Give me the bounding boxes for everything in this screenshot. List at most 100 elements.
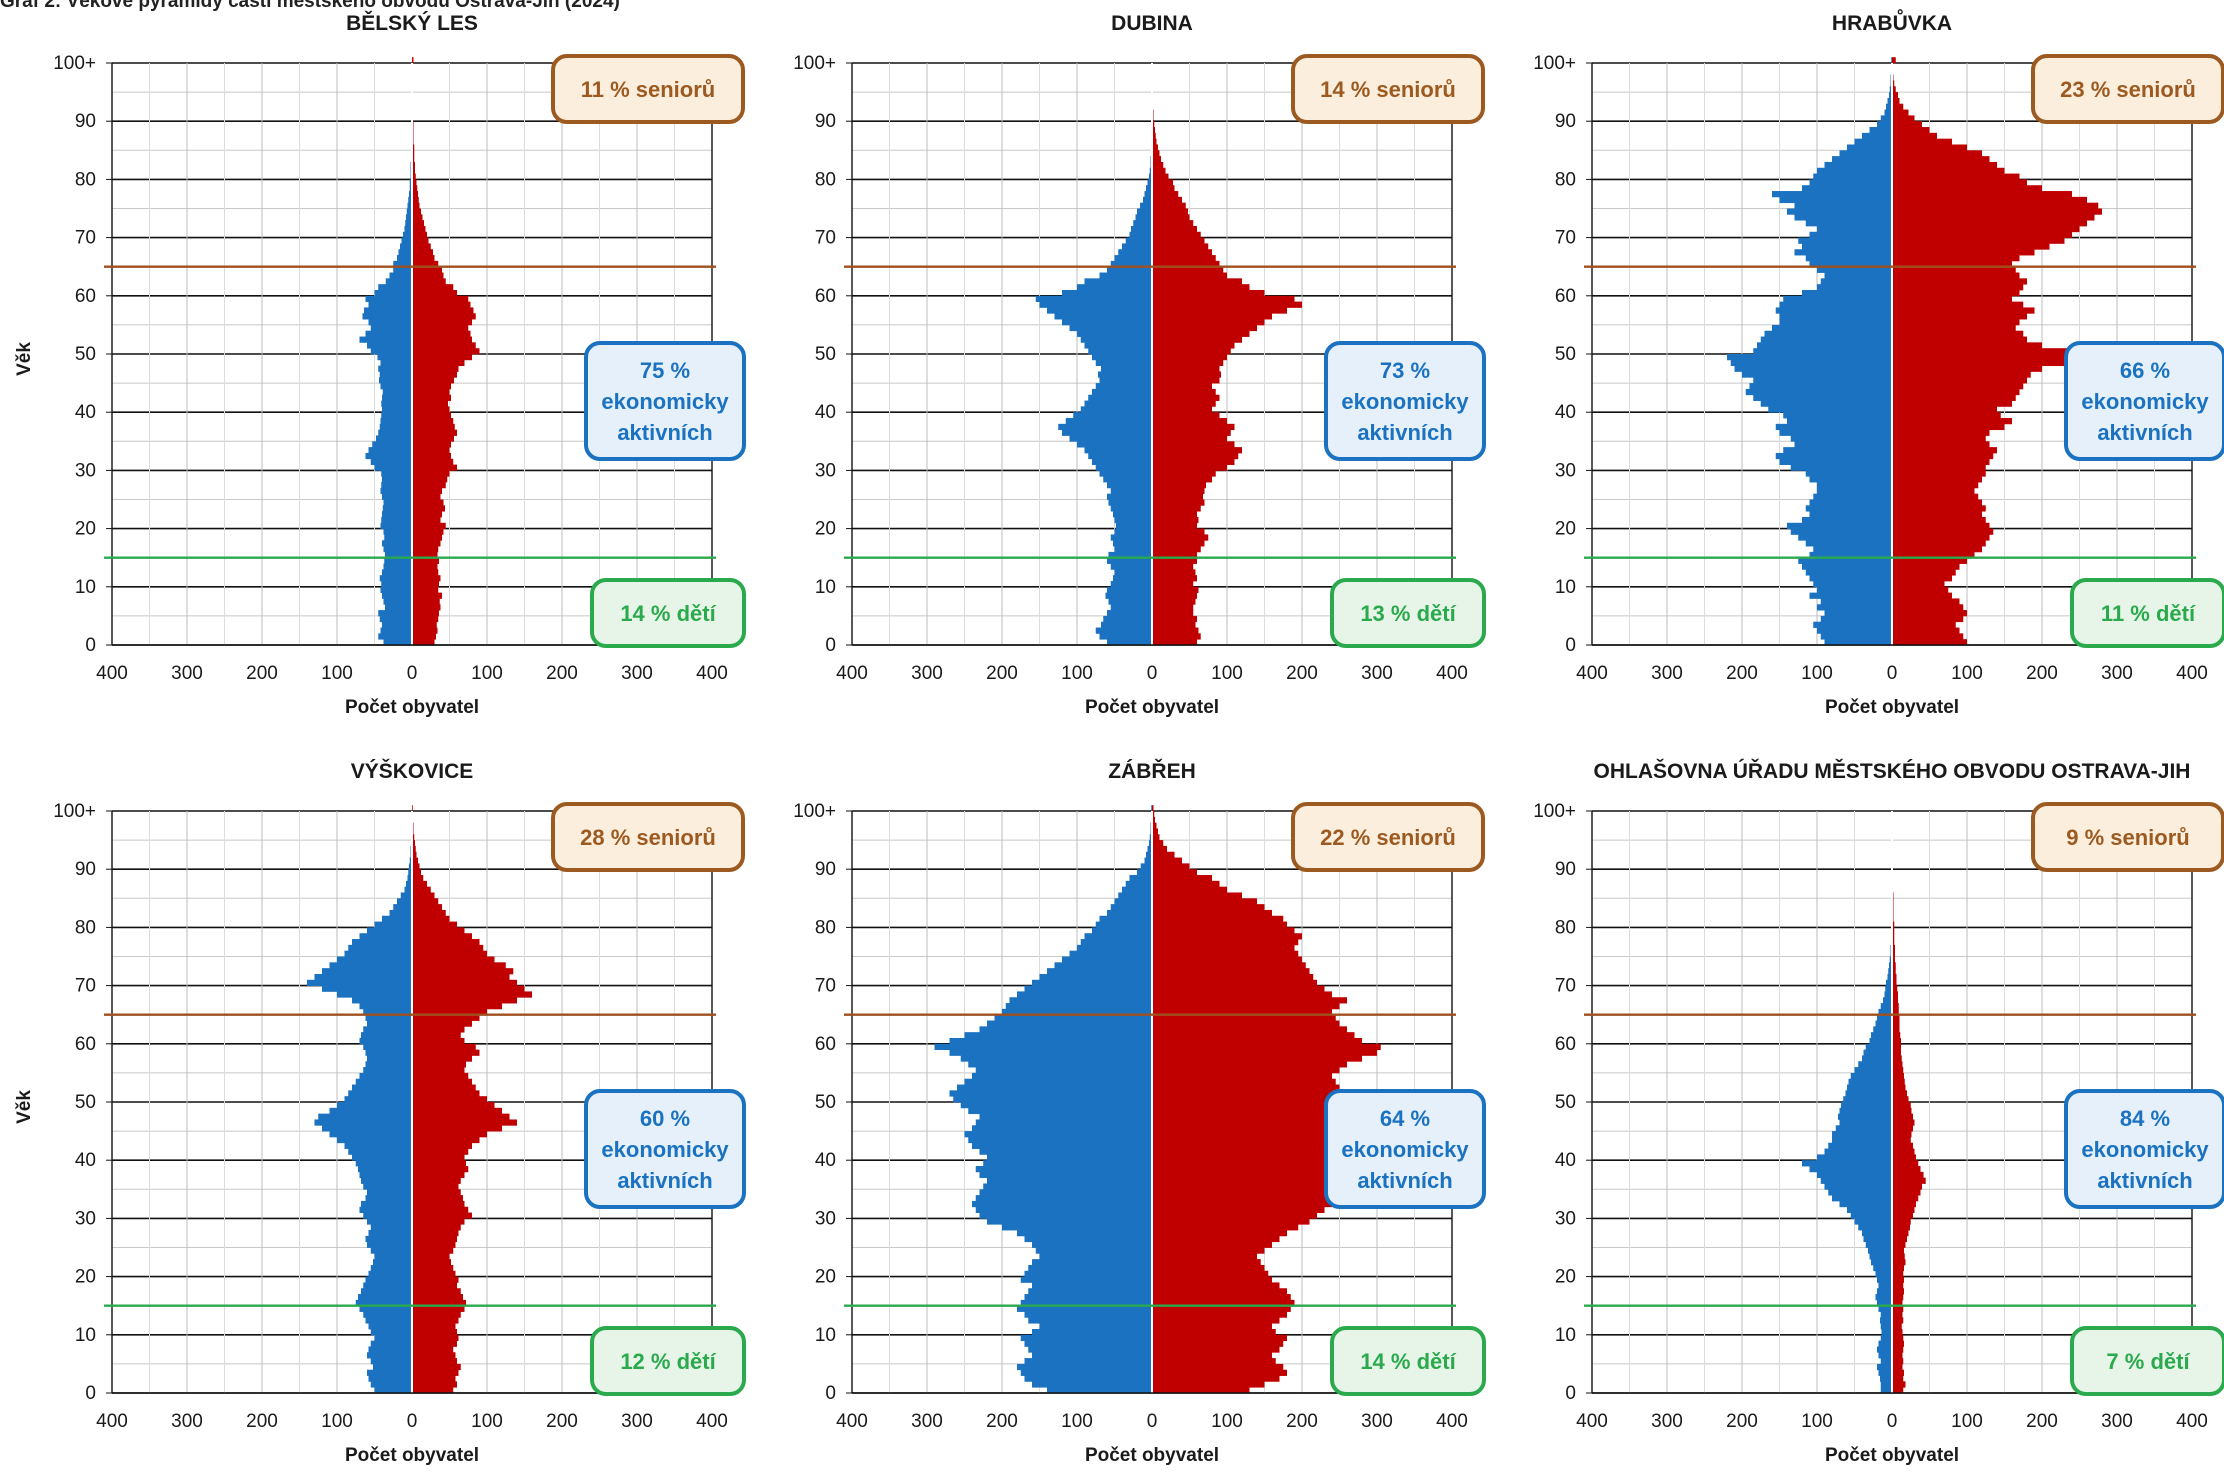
bar-male-age-59 <box>934 1043 1152 1051</box>
bar-male-age-66 <box>1005 1003 1152 1010</box>
bar-male-age-84 <box>397 898 412 905</box>
bar-female-age-9 <box>412 1334 459 1342</box>
bar-female-age-24 <box>1152 499 1205 506</box>
bar-male-age-5 <box>1107 610 1152 617</box>
bar-female-age-88 <box>1892 127 1930 134</box>
bar-male-age-32 <box>361 1200 412 1208</box>
x-tick-label: 0 <box>1147 663 1158 684</box>
bar-female-age-14 <box>1152 557 1197 564</box>
x-tick-label: 300 <box>621 1411 653 1432</box>
bar-male-age-1 <box>370 1381 412 1388</box>
bar-female-age-6 <box>1152 604 1194 611</box>
bar-female-age-66 <box>1892 1003 1899 1010</box>
bar-male-age-62 <box>1820 278 1892 285</box>
active-annotation-text: ekonomicky <box>2081 389 2209 414</box>
bar-female-age-41 <box>1892 400 2012 407</box>
active-annotation: 73 % ekonomicky aktivních <box>1324 341 1486 461</box>
bar-male-age-15 <box>1020 1299 1152 1307</box>
bar-male-age-1 <box>1820 633 1892 640</box>
bar-female-age-34 <box>1892 1189 1921 1196</box>
seniors-annotation-frame <box>2031 802 2224 872</box>
bar-female-age-15 <box>1152 551 1197 559</box>
bar-female-age-77 <box>1152 939 1299 946</box>
bar-female-age-9 <box>1892 1334 1904 1342</box>
x-tick-label: 200 <box>1286 663 1318 684</box>
bar-female-age-64 <box>412 1014 480 1021</box>
bar-male-age-50 <box>370 348 412 355</box>
bar-male-age-33 <box>1084 447 1152 454</box>
bar-female-age-79 <box>1892 179 2027 186</box>
bar-male-age-90 <box>409 863 412 870</box>
bar-male-age-60 <box>1062 289 1152 297</box>
bar-male-age-14 <box>384 557 412 564</box>
x-axis-label: Počet obyvatel <box>1825 697 1959 718</box>
bar-female-age-72 <box>1892 968 1896 975</box>
x-tick-label: 300 <box>911 1411 943 1432</box>
x-tick-label: 100 <box>1951 1411 1983 1432</box>
bar-male-age-73 <box>1889 962 1892 969</box>
bar-female-age-12 <box>1152 569 1196 576</box>
bar-male-age-48 <box>1095 359 1152 367</box>
bar-male-age-73 <box>1794 214 1892 221</box>
bar-female-age-24 <box>412 1247 454 1254</box>
y-tick-label: 20 <box>75 1267 96 1288</box>
bar-male-age-24 <box>1035 1247 1152 1254</box>
bar-female-age-67 <box>1152 249 1212 256</box>
bar-female-age-41 <box>1152 400 1216 407</box>
y-tick-label: 10 <box>75 577 96 598</box>
bar-female-age-33 <box>1892 447 1997 454</box>
bar-female-age-68 <box>1152 991 1332 998</box>
bar-male-age-26 <box>1863 1235 1892 1243</box>
bar-male-age-86 <box>1854 138 1892 145</box>
bar-female-age-9 <box>1152 1334 1287 1342</box>
bar-female-age-12 <box>412 1317 459 1324</box>
bar-female-age-38 <box>1892 1166 1921 1173</box>
bar-female-age-41 <box>412 400 448 407</box>
bar-female-age-86 <box>1152 138 1157 145</box>
bar-female-age-4 <box>412 1363 461 1371</box>
bar-male-age-20 <box>1875 1270 1892 1277</box>
bar-female-age-69 <box>1152 237 1205 244</box>
bar-male-age-11 <box>1809 575 1892 582</box>
bar-male-age-25 <box>1865 1241 1892 1248</box>
bar-female-age-34 <box>1152 1189 1336 1196</box>
bar-female-age-14 <box>1892 557 1967 564</box>
bar-female-age-81 <box>412 167 415 174</box>
active-annotation-text: aktivních <box>617 420 712 445</box>
bar-male-age-38 <box>1787 418 1892 425</box>
bar-male-age-28 <box>382 476 412 483</box>
bar-male-age-75 <box>1794 202 1892 209</box>
bar-female-age-55 <box>1152 1067 1340 1074</box>
bar-male-age-6 <box>385 604 412 611</box>
bar-male-age-18 <box>1032 1282 1152 1289</box>
bar-female-age-69 <box>412 985 525 992</box>
x-tick-label: 100 <box>471 663 503 684</box>
seniors-annotation-text: 9 % seniorů <box>2066 825 2189 850</box>
bar-female-age-40 <box>412 406 450 413</box>
bar-male-age-54 <box>1069 324 1152 332</box>
active-annotation-text: aktivních <box>1357 420 1452 445</box>
bar-male-age-24 <box>1108 499 1152 506</box>
bar-female-age-14 <box>412 557 439 564</box>
x-tick-label: 200 <box>246 1411 278 1432</box>
bar-female-age-88 <box>412 875 424 882</box>
y-tick-label: 50 <box>1555 344 1576 365</box>
bar-female-age-84 <box>1152 150 1160 157</box>
bar-female-age-17 <box>1152 1288 1287 1295</box>
bar-male-age-31 <box>359 1206 412 1213</box>
bar-female-age-12 <box>1892 569 1956 576</box>
bar-female-age-3 <box>1892 1369 1904 1376</box>
bar-male-age-6 <box>367 1352 412 1359</box>
bar-female-age-75 <box>412 202 420 209</box>
active-annotation-text: ekonomicky <box>601 1137 729 1162</box>
x-tick-label: 300 <box>171 1411 203 1432</box>
bar-male-age-66 <box>1880 1003 1892 1010</box>
bar-female-age-11 <box>1892 575 1952 582</box>
bar-female-age-15 <box>1892 551 1975 559</box>
bar-male-age-63 <box>367 1020 412 1027</box>
bar-male-age-74 <box>406 208 412 215</box>
bar-female-age-2 <box>1892 627 1960 634</box>
bar-male-age-73 <box>1135 214 1152 221</box>
bar-male-age-56 <box>1779 313 1892 320</box>
bar-male-age-39 <box>381 412 412 419</box>
